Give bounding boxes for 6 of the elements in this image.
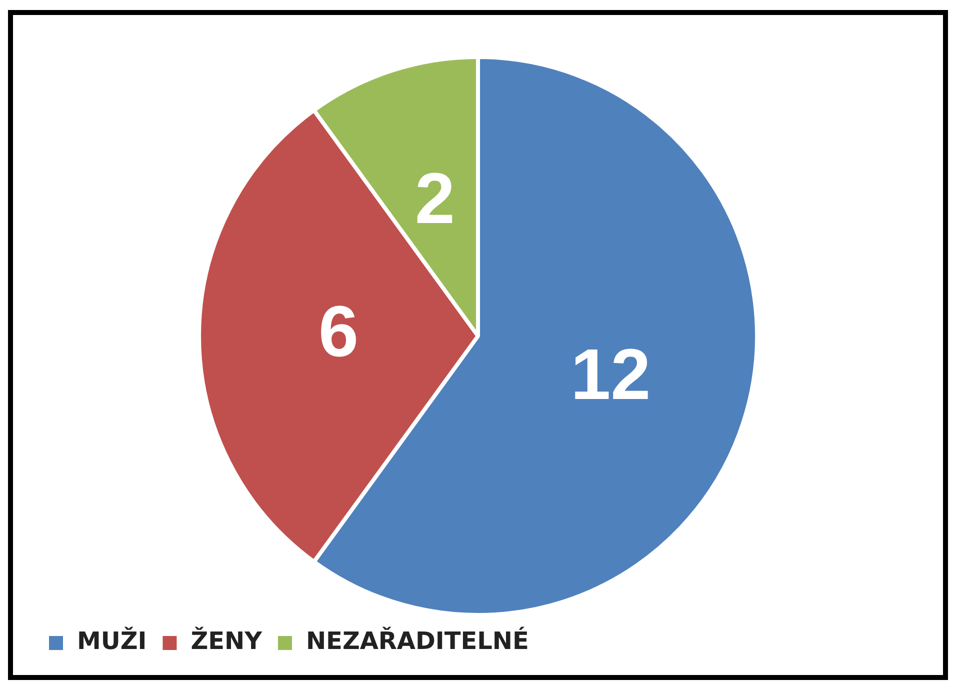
legend-label: MUŽI: [77, 626, 147, 656]
data-label: 6: [318, 292, 359, 372]
data-label: 2: [414, 159, 455, 240]
legend-label: ŽENY: [190, 626, 263, 656]
legend-label: NEZAŘADITELNÉ: [306, 626, 529, 656]
data-label: 12: [570, 334, 651, 415]
